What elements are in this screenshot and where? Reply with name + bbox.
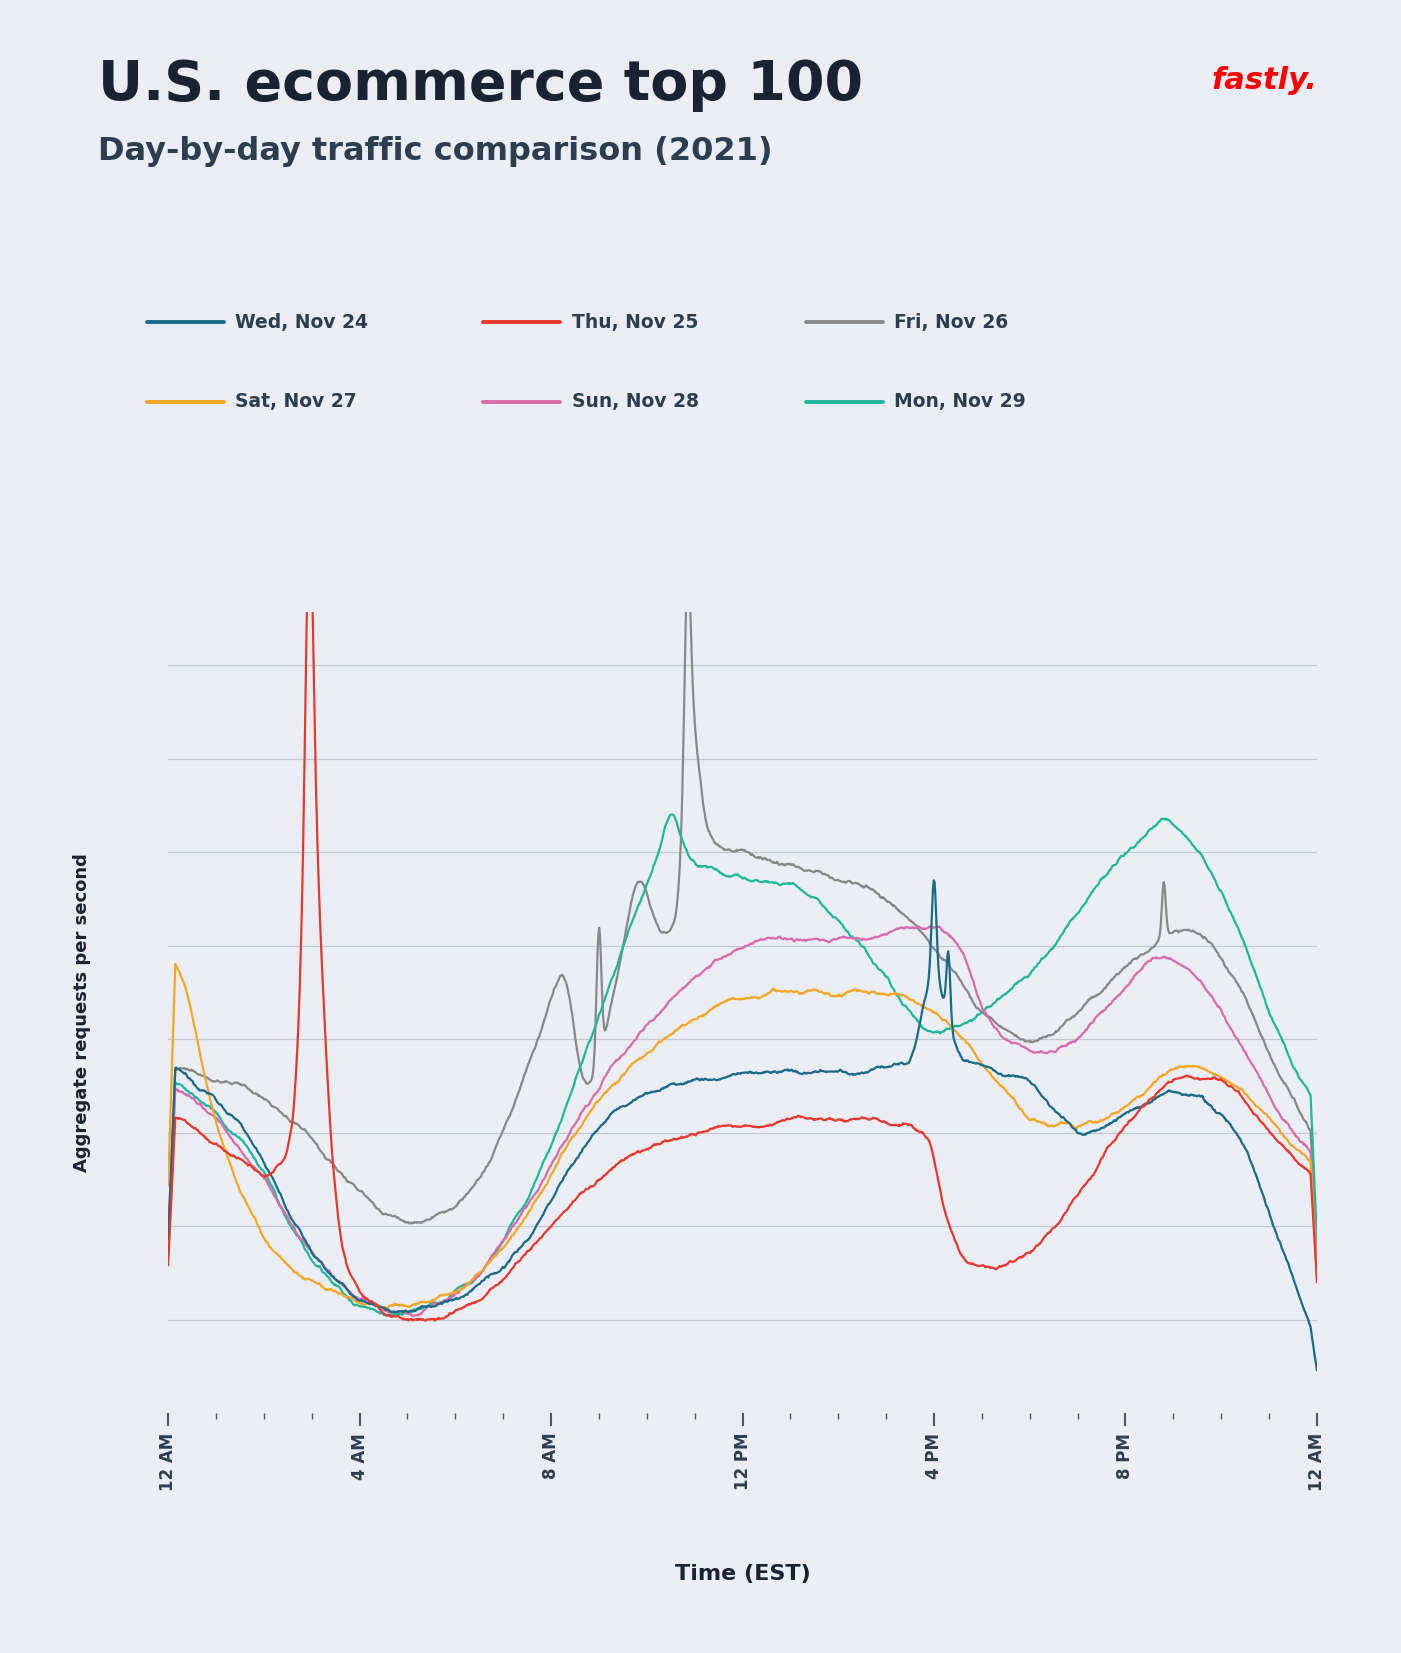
Text: fastly.: fastly. <box>1212 66 1318 96</box>
Text: Wed, Nov 24: Wed, Nov 24 <box>235 312 368 332</box>
Text: Mon, Nov 29: Mon, Nov 29 <box>894 392 1026 412</box>
Text: Sun, Nov 28: Sun, Nov 28 <box>572 392 699 412</box>
Text: U.S. ecommerce top 100: U.S. ecommerce top 100 <box>98 58 863 112</box>
Text: Day-by-day traffic comparison (2021): Day-by-day traffic comparison (2021) <box>98 136 773 167</box>
Text: Time (EST): Time (EST) <box>675 1564 810 1584</box>
Text: Fri, Nov 26: Fri, Nov 26 <box>894 312 1009 332</box>
Text: Aggregate requests per second: Aggregate requests per second <box>73 853 91 1172</box>
Text: Sat, Nov 27: Sat, Nov 27 <box>235 392 357 412</box>
Text: Thu, Nov 25: Thu, Nov 25 <box>572 312 698 332</box>
